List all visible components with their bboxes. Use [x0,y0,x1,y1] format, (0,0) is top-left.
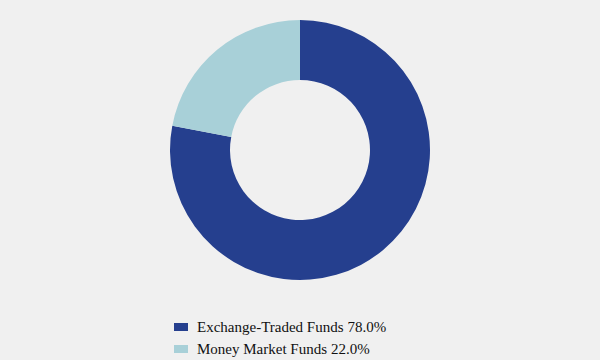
legend-label: Exchange-Traded Funds [197,319,344,335]
legend-value: 22.0% [331,341,370,357]
legend-swatch [174,345,188,353]
slices [170,20,430,280]
legend-label: Money Market Funds [197,341,327,357]
background [0,0,600,360]
legend-entry: Exchange-Traded Funds78.0% [197,319,386,335]
slice [172,20,300,137]
chart: Exchange-Traded Funds78.0% Money Market F… [0,0,600,360]
legend-entry: Money Market Funds22.0% [197,341,370,357]
legend-swatch [174,323,188,331]
legend: Exchange-Traded Funds78.0% Money Market F… [174,319,386,357]
legend-value: 78.0% [348,319,387,335]
slice [170,20,430,280]
